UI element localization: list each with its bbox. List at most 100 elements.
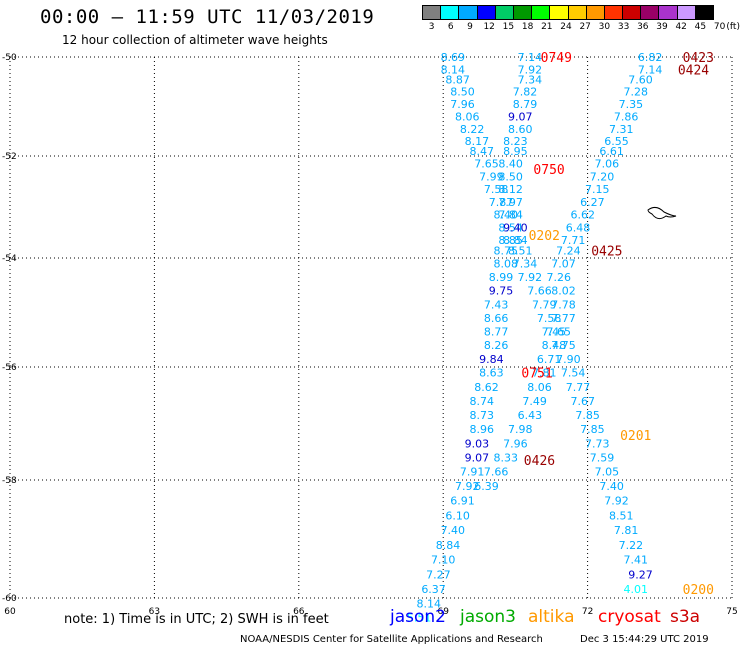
wave-height-label: 9.07 [508, 110, 533, 123]
pass-time-label: 0424 [678, 63, 709, 78]
wave-height-label: 7.98 [508, 423, 533, 436]
wave-height-label: 7.34 [513, 257, 538, 270]
wave-height-label: 7.07 [551, 257, 576, 270]
wave-height-label: 7.87 [489, 196, 514, 209]
wave-height-label: 7.54 [561, 367, 586, 380]
wave-height-label: 6.10 [445, 509, 470, 522]
pass-time-label: 0751 [521, 367, 552, 382]
wave-height-label: 6.43 [518, 409, 543, 422]
pass-time-label: 0200 [683, 583, 714, 598]
colorbar-tick-label: 70 [713, 22, 726, 32]
wave-height-label: 7.24 [556, 244, 581, 257]
wave-height-label: 7.99 [479, 170, 504, 183]
wave-height-label: 8.85 [498, 234, 523, 247]
wave-height-label: 7.86 [614, 110, 639, 123]
wave-height-label: 7.58 [484, 183, 509, 196]
wave-height-label: 8.73 [469, 409, 494, 422]
wave-height-label: 9.84 [479, 353, 504, 366]
wave-height-label: 8.33 [494, 451, 519, 464]
wave-height-label: 8.79 [513, 98, 538, 111]
wave-height-label: 7.59 [590, 451, 615, 464]
wave-height-label: 7.22 [619, 539, 644, 552]
wave-height-label: 7.97 [498, 196, 523, 209]
pass-time-label: 0749 [541, 51, 572, 66]
x-tick-label: 63 [149, 607, 160, 617]
colorbar-tick-label: 27 [579, 22, 591, 32]
legend-entry-jason3: jason3 [460, 607, 516, 627]
legend-entry-cryosat: cryosat [598, 607, 661, 627]
colorbar-tick-label: 36 [637, 22, 649, 32]
wave-height-label: 6.37 [421, 583, 446, 596]
generated-date: Dec 3 15:44:29 UTC 2019 [580, 634, 709, 645]
wave-height-label: 8.63 [479, 367, 504, 380]
wave-height-label: 7.49 [522, 395, 547, 408]
wave-height-label: 7.40 [599, 480, 624, 493]
wave-height-label: 7.90 [556, 353, 581, 366]
wave-height-label: 6.27 [580, 196, 605, 209]
colorbar-tick-label: 18 [521, 22, 534, 32]
wave-height-label: 4.01 [623, 583, 648, 596]
wave-height-label: 7.92 [518, 271, 543, 284]
wave-height-label: 7.77 [566, 381, 591, 394]
chart-title: 00:00 – 11:59 UTC 11/03/2019 [40, 6, 375, 28]
colorbar-tick-label: 33 [617, 22, 630, 32]
colorbar [422, 5, 714, 20]
wave-height-label: 8.74 [469, 395, 494, 408]
wave-height-label: 7.92 [518, 63, 543, 76]
wave-height-label: 7.84 [498, 209, 523, 222]
colorbar-tick-label: 3 [428, 22, 435, 32]
wave-height-label: 7.78 [551, 298, 576, 311]
wave-height-label: 7.28 [623, 86, 648, 99]
colorbar-tick-label: 12 [483, 22, 495, 32]
wave-height-label: 8.47 [469, 145, 494, 158]
legend-entry-jason2: jason2 [390, 607, 446, 627]
wave-height-label: 8.17 [465, 135, 490, 148]
legend-entry-altika: altika [528, 607, 575, 627]
wave-height-label: 7.67 [571, 395, 596, 408]
x-tick-label: 60 [4, 607, 16, 617]
wave-height-label: 8.12 [498, 183, 523, 196]
wave-height-label: 7.65 [474, 158, 499, 171]
wave-height-label: 8.69 [441, 51, 466, 64]
wave-height-label: 7.31 [609, 123, 634, 136]
wave-height-label: 7.92 [455, 480, 480, 493]
pass-time-label: 0201 [620, 429, 651, 444]
wave-height-label: 7.06 [595, 158, 620, 171]
wave-height-label: 7.14 [638, 63, 663, 76]
wave-height-label: 8.77 [484, 326, 509, 339]
wave-height-label: 9.07 [465, 451, 490, 464]
pass-time-label: 0426 [524, 454, 555, 469]
wave-height-label: 7.45 [542, 326, 567, 339]
wave-height-label: 8.96 [469, 423, 494, 436]
wave-height-label: 7.15 [585, 183, 610, 196]
wave-height-label: 6.71 [537, 353, 562, 366]
wave-height-label: 8.48 [542, 339, 567, 352]
wave-height-label: 7.75 [551, 339, 576, 352]
wave-height-label: 8.40 [494, 209, 519, 222]
wave-height-label: 7.40 [441, 524, 466, 537]
wave-height-label: 9.03 [465, 437, 490, 450]
wave-height-label: 8.06 [455, 110, 480, 123]
y-tick-label: -56 [2, 363, 17, 373]
colorbar-tick-label: 6 [447, 22, 454, 32]
pass-time-label: 0425 [591, 244, 622, 259]
footnote: note: 1) Time is in UTC; 2) SWH is in fe… [64, 612, 329, 627]
wave-height-label: 7.10 [431, 554, 456, 567]
wave-height-label: 6.82 [638, 51, 663, 64]
wave-height-label: 8.75 [494, 244, 519, 257]
wave-height-label: 7.92 [604, 495, 629, 508]
y-tick-label: -52 [2, 152, 17, 162]
wave-height-label: 7.96 [450, 98, 475, 111]
wave-height-label: 7.81 [532, 367, 557, 380]
wave-height-label: 9.75 [489, 285, 514, 298]
wave-height-label: 6.62 [571, 209, 596, 222]
colorbar-tick-label: 9 [467, 22, 473, 32]
wave-height-label: 7.96 [503, 437, 528, 450]
wave-height-label: 7.27 [426, 568, 451, 581]
colorbar-tick-label: 21 [541, 22, 553, 32]
colorbar-swatch [694, 5, 714, 20]
pass-time-label: 0750 [533, 163, 564, 178]
wave-height-label: 7.35 [619, 98, 644, 111]
y-tick-label: -50 [2, 53, 17, 63]
wave-height-label: 6.91 [450, 495, 475, 508]
